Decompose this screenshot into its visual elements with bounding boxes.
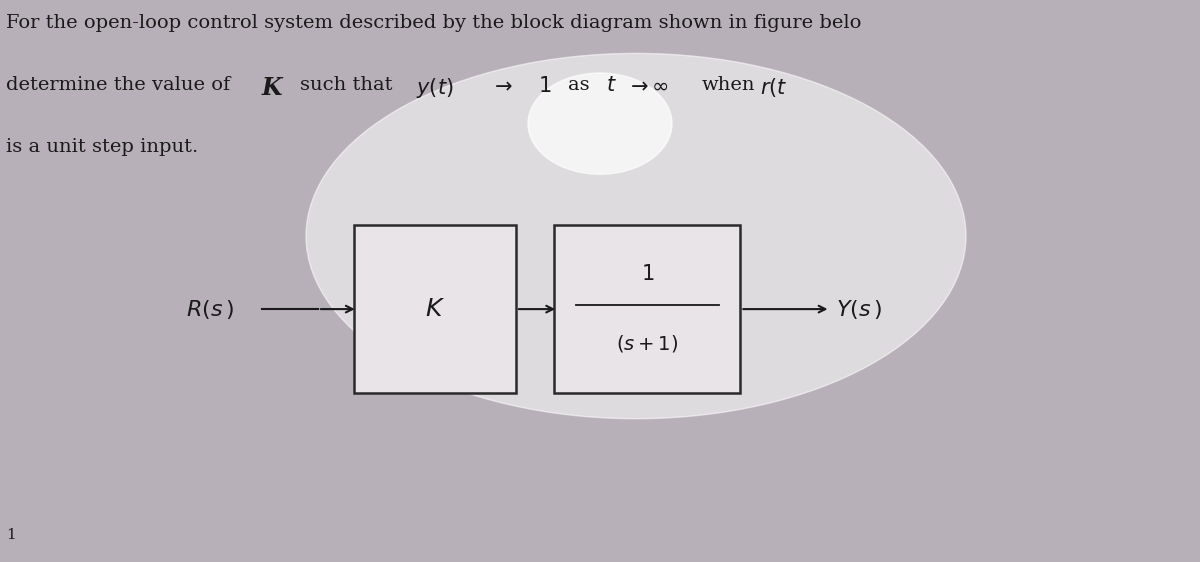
Text: when: when — [702, 76, 756, 94]
Text: $R(s\,)$: $R(s\,)$ — [186, 298, 234, 320]
Text: such that: such that — [300, 76, 392, 94]
Text: K: K — [262, 76, 282, 100]
Text: $1$: $1$ — [538, 76, 551, 96]
Text: For the open-loop control system described by the block diagram shown in figure : For the open-loop control system describ… — [6, 14, 862, 32]
Ellipse shape — [306, 53, 966, 419]
Text: $y(t)$: $y(t)$ — [416, 76, 454, 100]
Bar — [554, 225, 740, 393]
Text: $Y(s\,)$: $Y(s\,)$ — [836, 298, 883, 320]
Text: $K$: $K$ — [425, 298, 445, 320]
Text: is a unit step input.: is a unit step input. — [6, 138, 198, 156]
Text: $\rightarrow$: $\rightarrow$ — [490, 76, 512, 96]
Text: $r(t$: $r(t$ — [760, 76, 787, 99]
Text: determine the value of: determine the value of — [6, 76, 230, 94]
Bar — [354, 225, 516, 393]
Text: $(s+1)$: $(s+1)$ — [617, 333, 678, 355]
Ellipse shape — [528, 73, 672, 174]
Text: 1: 1 — [6, 528, 16, 542]
Text: $t$: $t$ — [606, 76, 617, 95]
Text: $1$: $1$ — [641, 264, 654, 284]
Text: as: as — [568, 76, 589, 94]
Text: $\rightarrow\infty$: $\rightarrow\infty$ — [626, 76, 670, 96]
